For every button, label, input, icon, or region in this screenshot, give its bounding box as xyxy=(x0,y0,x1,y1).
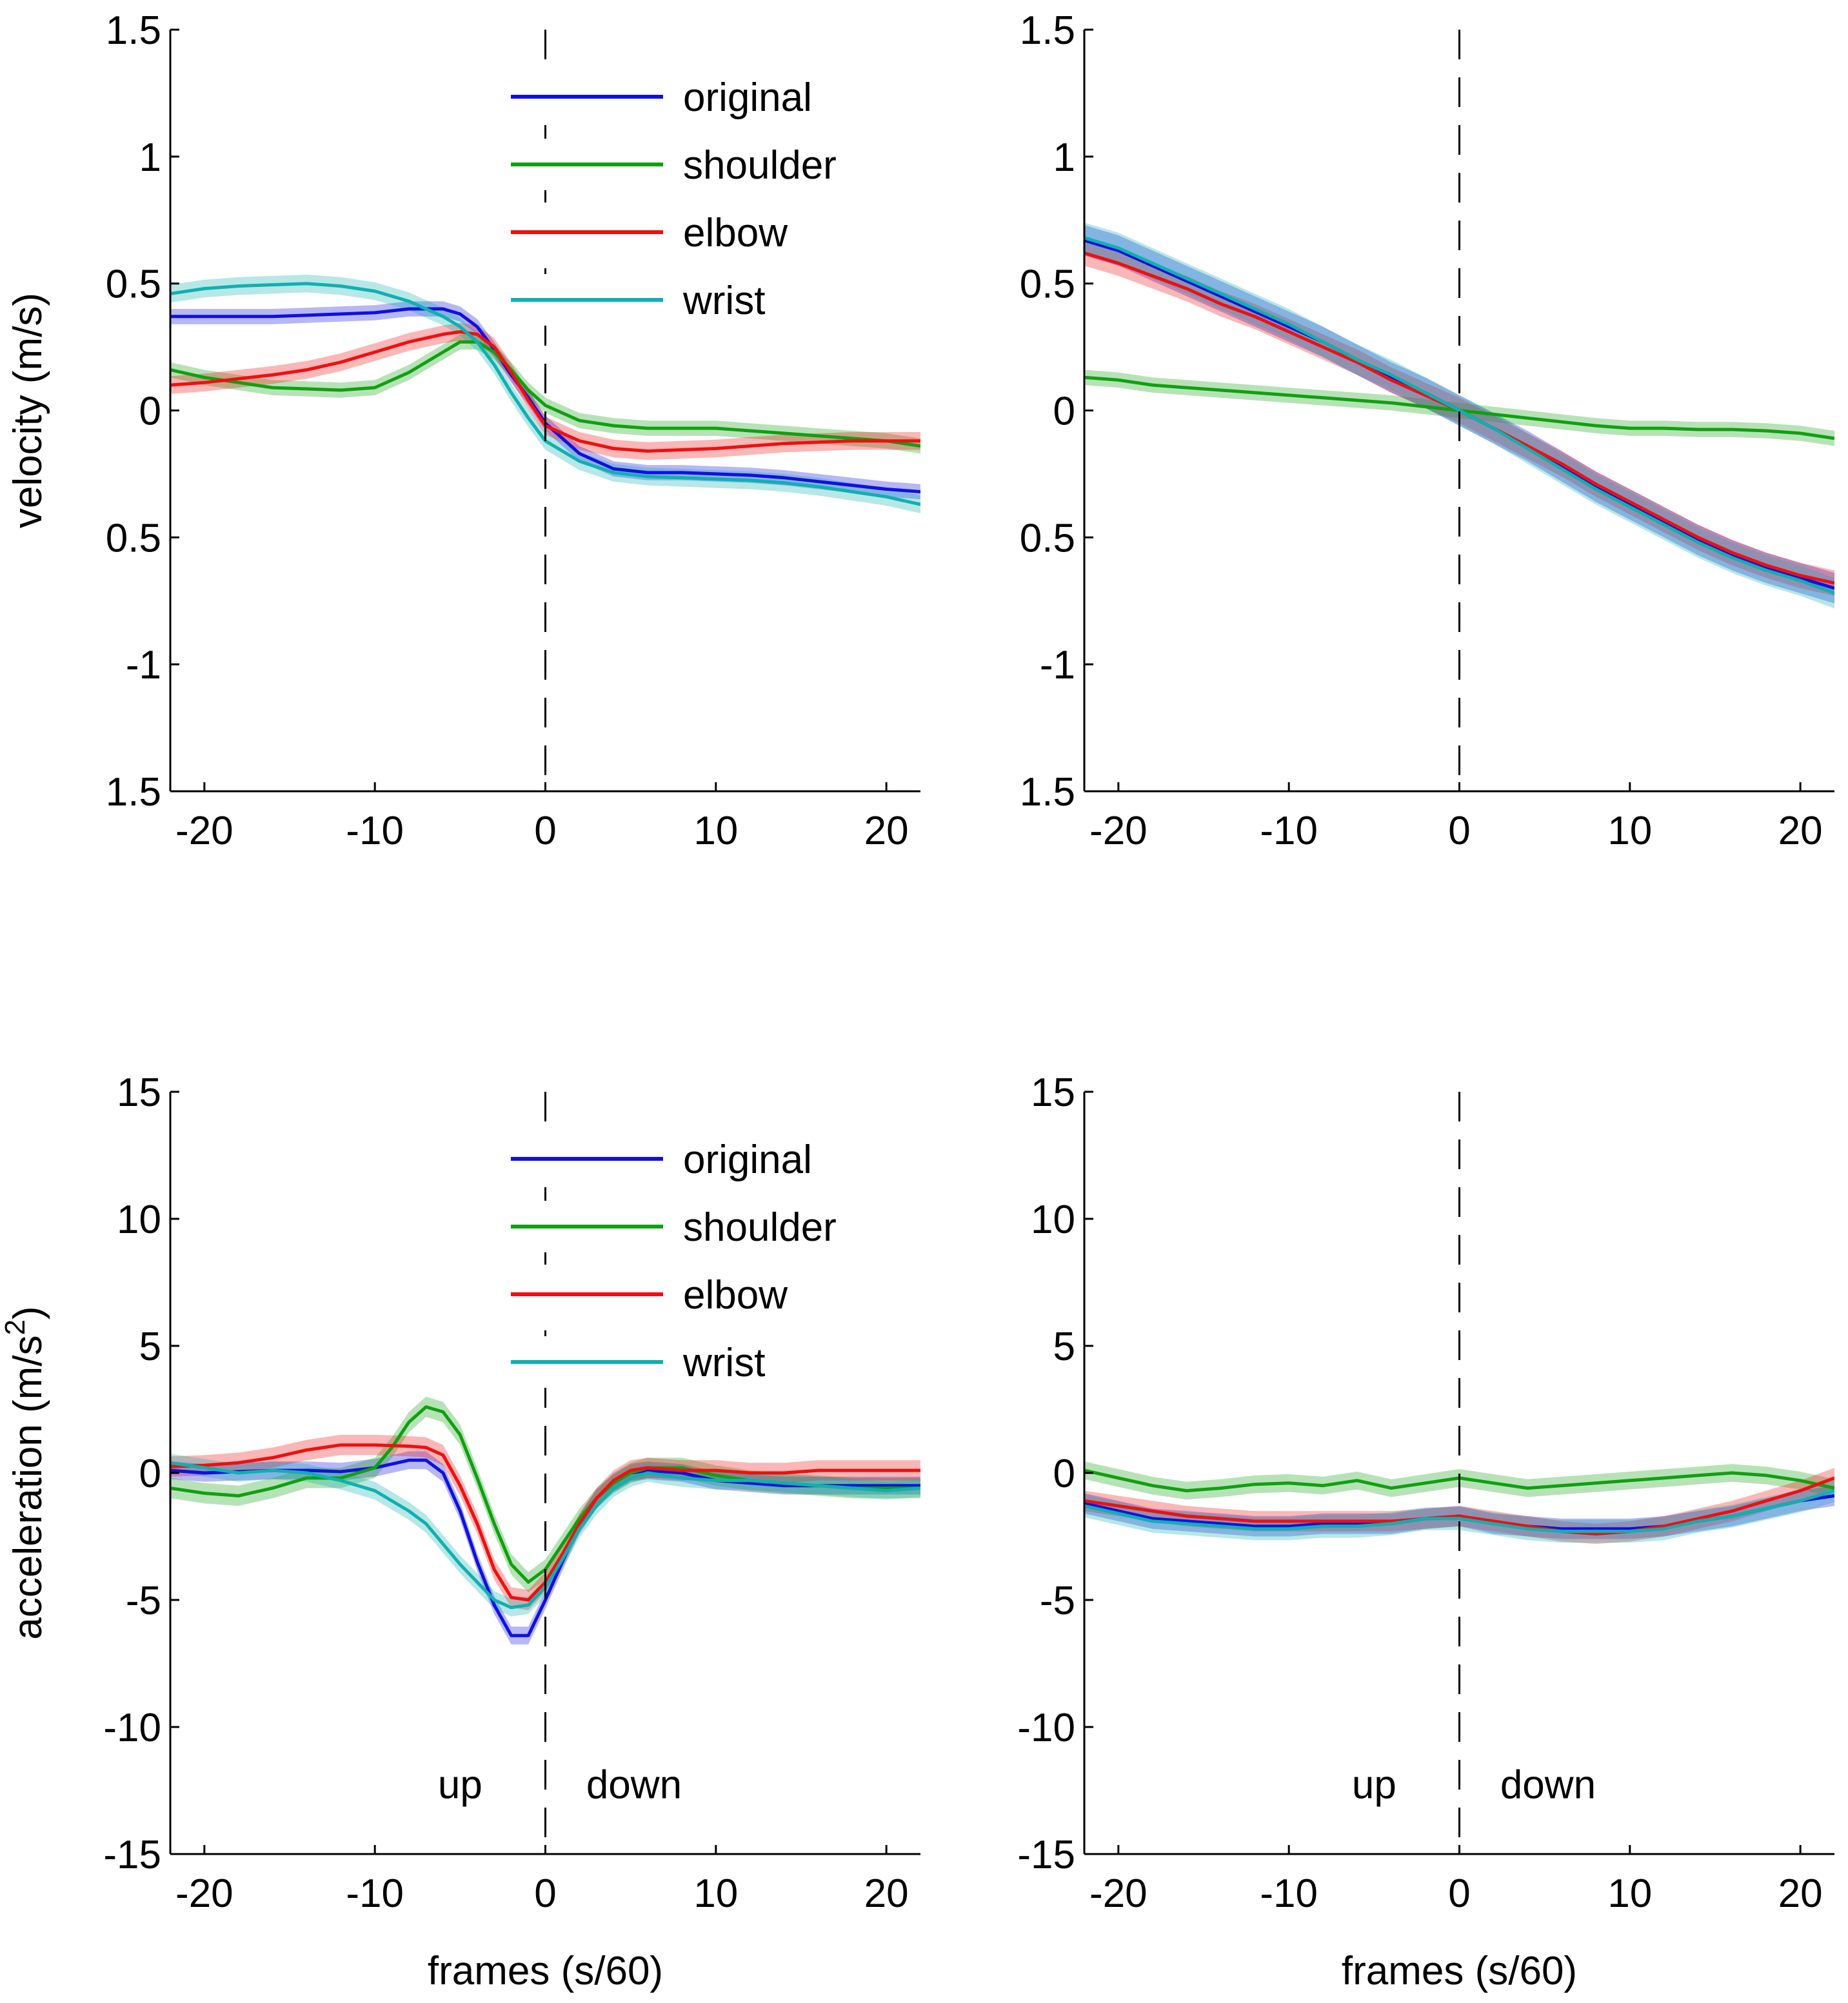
x-axis-label: frames (s/60) xyxy=(428,1949,663,1993)
y-tick-label: 0.5 xyxy=(106,516,161,560)
x-tick-label: 0 xyxy=(534,1871,556,1916)
x-tick-label: 20 xyxy=(864,1871,909,1916)
x-tick-label: -10 xyxy=(1260,809,1318,853)
annotation-down: down xyxy=(586,1762,682,1807)
legend-label-elbow: elbow xyxy=(683,1273,788,1317)
legend-label-wrist: wrist xyxy=(682,279,765,323)
x-tick-label: 0 xyxy=(1448,1871,1470,1916)
legend-label-elbow: elbow xyxy=(683,211,788,255)
x-tick-label: -20 xyxy=(1089,809,1148,853)
x-tick-label: 10 xyxy=(693,1871,738,1916)
y-tick-label: -10 xyxy=(1017,1706,1075,1750)
chart-bottom-left: 15 10 5 0 -5 -10 -15 -20 -10 0 10 20 acceleration (m… xyxy=(0,1071,920,1993)
line-original xyxy=(170,1458,920,1637)
x-tick-label: 20 xyxy=(1778,809,1823,853)
line-wrist xyxy=(170,282,920,506)
y-tick-label: -10 xyxy=(103,1706,161,1750)
x-axis-label: frames (s/60) xyxy=(1342,1949,1577,1993)
y-tick-label: 0 xyxy=(139,390,161,434)
y-tick-label: 1 xyxy=(1053,135,1075,180)
x-tick-label: 20 xyxy=(1778,1871,1823,1916)
band-original xyxy=(170,301,920,500)
y-axis-label: velocity (m/s) xyxy=(6,293,50,528)
x-tick-label: -20 xyxy=(175,1871,233,1916)
x-tick-label: -10 xyxy=(1260,1871,1318,1916)
x-tick-label: 10 xyxy=(1607,809,1652,853)
y-tick-label: -15 xyxy=(103,1833,161,1877)
chart-top-left: 1.5 1 0.5 0 0.5 -1 1.5 -20 -10 0 10 20 velocity (m/s… xyxy=(6,8,920,853)
band-wrist xyxy=(170,1454,920,1617)
annotation-down: down xyxy=(1500,1762,1596,1807)
legend: original shoulder elbow wrist xyxy=(511,1133,896,1388)
band-shoulder xyxy=(170,334,920,454)
legend-label-wrist: wrist xyxy=(682,1341,765,1385)
y-tick-label: -1 xyxy=(1040,643,1075,687)
y-tick-label: 10 xyxy=(117,1198,161,1242)
plot-area xyxy=(170,274,920,513)
y-tick-label: 5 xyxy=(1053,1325,1075,1369)
x-tick-label: -20 xyxy=(1089,1871,1148,1916)
y-tick-label: 0 xyxy=(1053,390,1075,434)
y-tick-label: -5 xyxy=(1040,1579,1075,1623)
line-wrist xyxy=(1084,1489,1834,1534)
line-wrist xyxy=(170,1461,920,1610)
y-tick-label: 10 xyxy=(1031,1198,1075,1242)
line-elbow xyxy=(170,330,920,453)
x-tick-label: 10 xyxy=(693,809,738,853)
y-tick-label: 15 xyxy=(117,1071,161,1115)
y-tick-label: 0.5 xyxy=(1020,262,1075,307)
x-tick-label: 0 xyxy=(1448,809,1470,853)
y-tick-label: 1 xyxy=(139,135,161,180)
y-tick-label: -1 xyxy=(126,643,161,687)
x-tick-label: 0 xyxy=(534,809,556,853)
y-tick-label: 1.5 xyxy=(1020,770,1075,814)
line-elbow xyxy=(170,1443,920,1602)
y-tick-label: -5 xyxy=(126,1579,161,1623)
y-tick-label: 1.5 xyxy=(106,8,161,53)
y-tick-label: 0.5 xyxy=(106,262,161,307)
y-tick-label: 1.5 xyxy=(1020,8,1075,53)
y-axis-label: acceleration (m/s2) xyxy=(0,1306,50,1639)
x-tick-label: 20 xyxy=(864,809,909,853)
line-shoulder xyxy=(170,340,920,448)
chart-top-right: 1.5 1 0.5 0 0.5 -1 1.5 -20 -10 0 10 20 xyxy=(1020,8,1834,853)
y-tick-label: 15 xyxy=(1031,1071,1075,1115)
annotation-up: up xyxy=(1352,1762,1396,1807)
legend-label-shoulder: shoulder xyxy=(683,143,837,188)
x-tick-label: -10 xyxy=(346,809,404,853)
y-tick-label: 0 xyxy=(1053,1452,1075,1496)
y-tick-label: 0 xyxy=(139,1452,161,1496)
legend-label-original: original xyxy=(683,75,812,120)
plot-area xyxy=(170,1396,920,1644)
y-tick-label: -15 xyxy=(1017,1833,1075,1877)
y-tick-label: 0.5 xyxy=(1020,516,1075,560)
annotation-up: up xyxy=(438,1762,482,1807)
line-wrist xyxy=(1084,236,1834,595)
x-tick-label: 10 xyxy=(1607,1871,1652,1916)
legend-label-shoulder: shoulder xyxy=(683,1205,837,1250)
line-elbow xyxy=(1084,1476,1834,1536)
x-tick-label: -20 xyxy=(175,809,233,853)
x-tick-label: -10 xyxy=(346,1871,404,1916)
y-tick-label: 5 xyxy=(139,1325,161,1369)
legend: original shoulder elbow wrist xyxy=(511,71,896,326)
legend-label-original: original xyxy=(683,1138,812,1182)
chart-bottom-right: 15 10 5 0 -5 -10 -15 -20 -10 0 10 20 frames (s/60) up… xyxy=(1017,1071,1834,1993)
y-tick-label: 1.5 xyxy=(106,770,161,814)
